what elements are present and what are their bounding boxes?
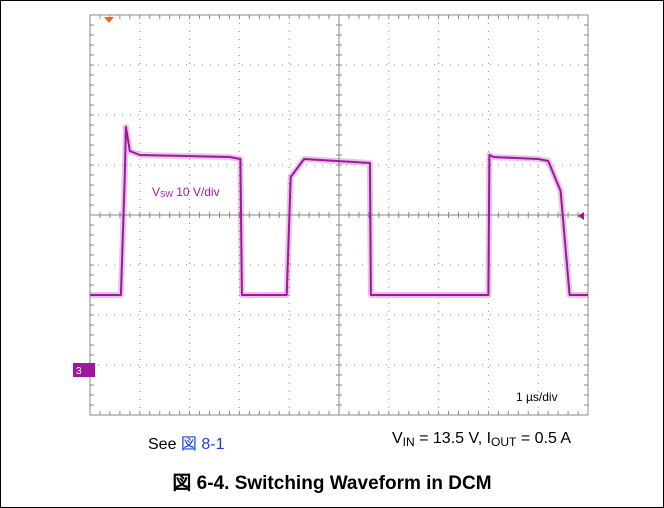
trace-layer bbox=[90, 124, 588, 298]
test-conditions: VIN = 13.5 V, IOUT = 0.5 A bbox=[392, 430, 571, 449]
caption-row: See 図 8-1 VIN = 13.5 V, IOUT = 0.5 A bbox=[0, 430, 664, 454]
cond-mid: = 13.5 V, I bbox=[414, 430, 492, 447]
oscilloscope-chart: VSW 10 V/div 1 µs/div 3 bbox=[73, 14, 589, 416]
channel-scale-label: VSW 10 V/div bbox=[152, 185, 220, 199]
label-layer: VSW 10 V/div 1 µs/div 3 bbox=[73, 17, 584, 404]
trigger-level-icon bbox=[578, 212, 584, 220]
channel-label-rest: 10 V/div bbox=[173, 185, 220, 199]
grid-layer bbox=[89, 14, 589, 416]
channel-marker-number: 3 bbox=[76, 366, 82, 377]
see-text: See bbox=[148, 436, 181, 453]
trigger-marker-icon bbox=[104, 17, 114, 23]
cond-v: V bbox=[392, 430, 403, 447]
channel-ground-marker bbox=[73, 363, 95, 377]
time-scale-label: 1 µs/div bbox=[516, 390, 558, 404]
channel-label-sub: SW bbox=[160, 190, 173, 199]
figure-link[interactable]: 図 8-1 bbox=[180, 436, 225, 453]
channel-label-main: V bbox=[152, 185, 160, 199]
cond-i-sub: OUT bbox=[491, 435, 517, 449]
cond-end: = 0.5 A bbox=[516, 430, 572, 447]
figure-title: 図 6-4. Switching Waveform in DCM bbox=[172, 473, 492, 494]
see-reference: See 図 8-1 bbox=[148, 430, 225, 454]
cond-v-sub: IN bbox=[402, 435, 415, 449]
waveform-trace bbox=[90, 126, 588, 296]
